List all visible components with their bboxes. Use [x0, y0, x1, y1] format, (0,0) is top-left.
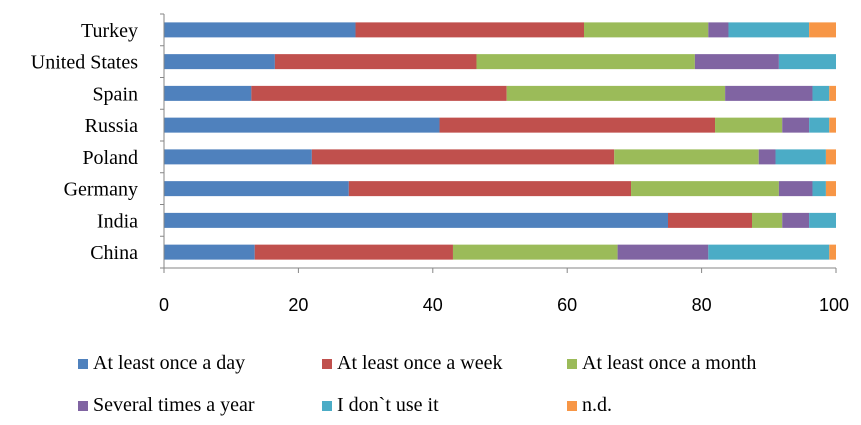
category-labels: Turkey United States Spain Russia Poland Germ… [31, 13, 164, 269]
bar-segment [778, 181, 813, 197]
bar-segment [715, 117, 783, 133]
bar-segment [829, 244, 836, 260]
bar-segment [355, 22, 584, 38]
bar-segment [274, 54, 477, 70]
category-label: United States [31, 52, 138, 74]
legend-label: I don`t use it [337, 394, 439, 416]
bar-segment [439, 117, 716, 133]
x-tick-label: 60 [557, 295, 577, 315]
category-label: Russia [85, 115, 138, 137]
bar-segment [614, 149, 759, 165]
bar-segment [708, 244, 830, 260]
x-tick-label: 80 [692, 295, 712, 315]
bar-segment [708, 22, 729, 38]
bar-segment [809, 212, 836, 228]
legend-swatch [567, 401, 577, 411]
bar-segment [164, 117, 440, 133]
bar-segment [758, 149, 776, 165]
legend-swatch [322, 401, 332, 411]
bar-segment [782, 117, 810, 133]
category-label: Germany [64, 179, 138, 201]
bar-segment [584, 22, 709, 38]
bar-segment [829, 85, 836, 101]
bar-segment [506, 85, 726, 101]
category-label: India [97, 210, 138, 232]
legend-swatch [78, 401, 88, 411]
bar-segment [631, 181, 779, 197]
category-label: Poland [82, 147, 138, 169]
x-ticks: 0 20 40 60 80 100 [159, 268, 849, 315]
bar-segment [452, 244, 618, 260]
bar-segment [251, 85, 507, 101]
bar-segment [782, 212, 810, 228]
bar-segment [164, 85, 252, 101]
bar-segment [476, 54, 695, 70]
bar-segment [164, 212, 668, 228]
legend-label: At least once a day [93, 352, 245, 374]
bar-segment [617, 244, 709, 260]
bar-segment [164, 181, 349, 197]
bar-segment [164, 54, 275, 70]
legend-label: n.d. [582, 394, 612, 416]
x-tick-label: 40 [423, 295, 443, 315]
bar-segment [825, 149, 836, 165]
x-tick-label: 0 [159, 295, 169, 315]
bar-segment [809, 117, 830, 133]
bar-segment [725, 85, 813, 101]
bar-segment [825, 181, 836, 197]
legend-swatch [78, 359, 88, 369]
bar-segment [775, 149, 826, 165]
bar-segment [752, 212, 783, 228]
bar-segment [348, 181, 632, 197]
bar-segment [164, 22, 356, 38]
legend-label: At least once a month [582, 352, 756, 374]
legend-label: At least once a week [337, 352, 502, 374]
category-label: China [90, 242, 138, 264]
legend: At least once a day At least once a week A… [78, 352, 756, 416]
category-label: Spain [92, 83, 138, 105]
bar-segment [829, 117, 836, 133]
bar-segment [164, 149, 312, 165]
legend-swatch [322, 359, 332, 369]
x-tick-label: 20 [288, 295, 308, 315]
legend-label: Several times a year [93, 394, 255, 416]
bar-segment [812, 85, 830, 101]
bars [164, 22, 836, 260]
bar-segment [728, 22, 810, 38]
x-tick-label: 100 [819, 295, 849, 315]
category-label: Turkey [81, 20, 138, 42]
bar-segment [311, 149, 615, 165]
bar-segment [254, 244, 453, 260]
bar-segment [164, 244, 255, 260]
bar-segment [668, 212, 752, 228]
legend-swatch [567, 359, 577, 369]
bar-segment [694, 54, 779, 70]
bar-segment [809, 22, 836, 38]
bar-segment [778, 54, 836, 70]
bar-segment [812, 181, 826, 197]
